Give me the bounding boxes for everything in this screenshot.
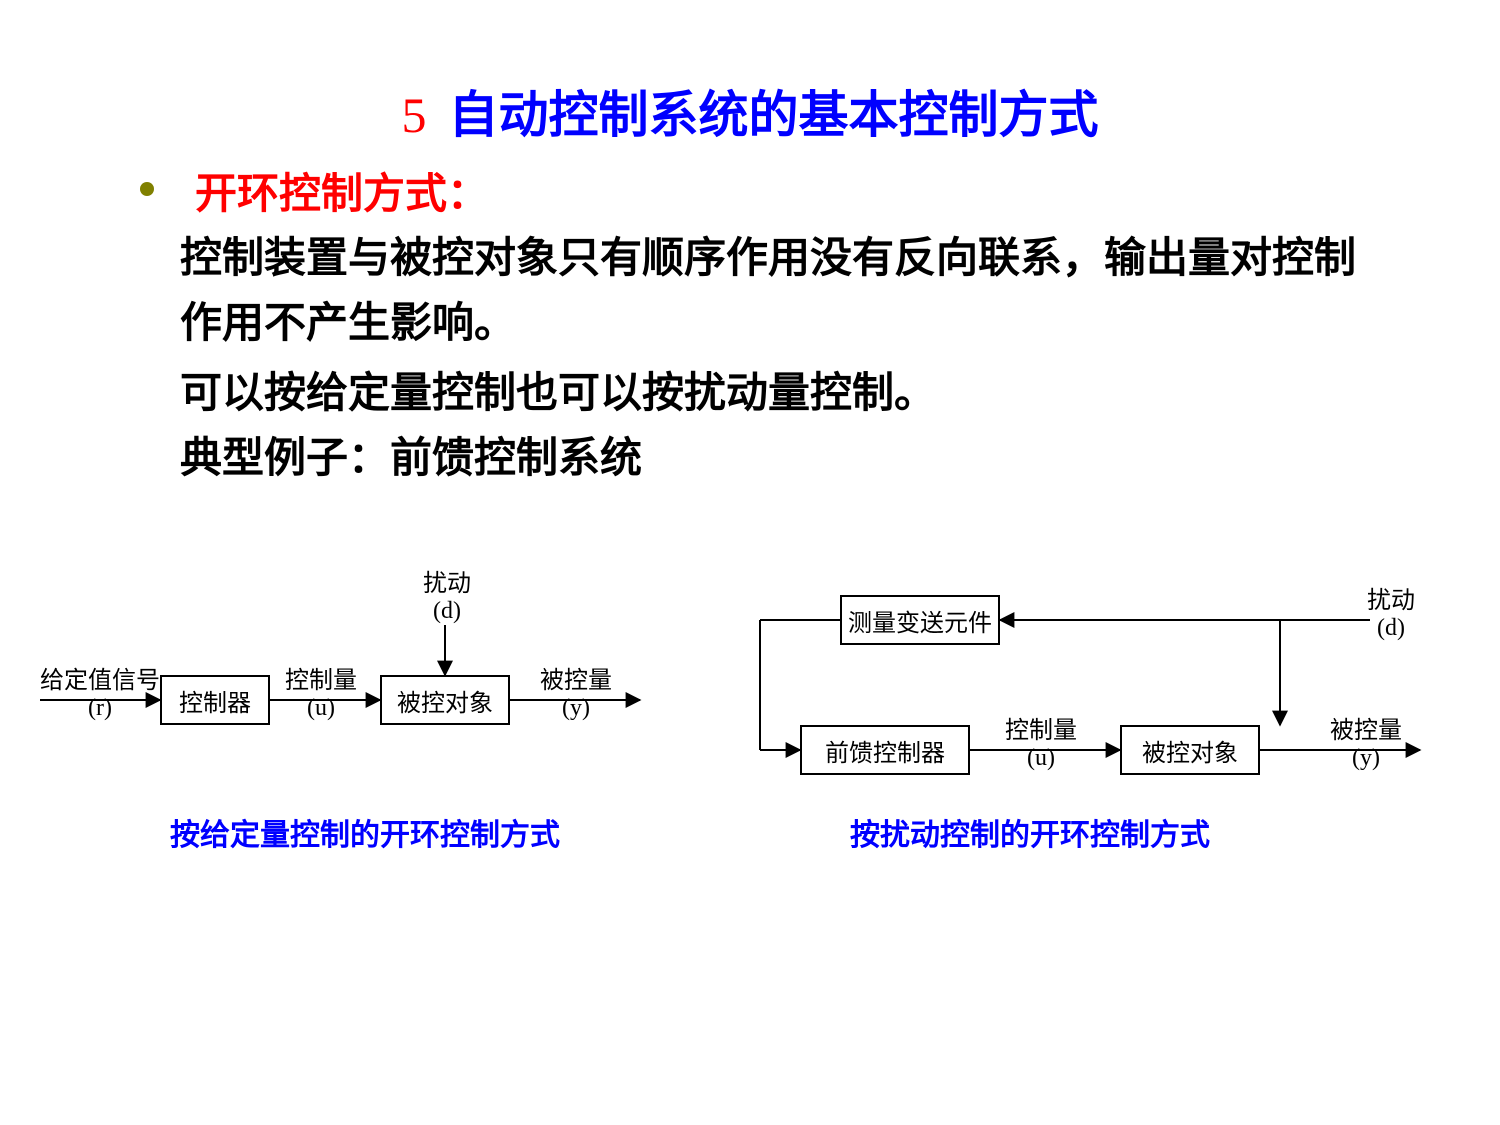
title-text: 自动控制系统的基本控制方式 [449,87,1099,143]
node-plant: 被控对象 [380,675,510,725]
label-control-u-r-top: 控制量 [1005,710,1077,745]
paragraph-2: 可以按给定量控制也可以按扰动量控制。 [180,360,936,425]
label-input-r-top: 给定值信号 [40,660,160,695]
label-control-u: 控制量 (u) [285,660,357,722]
paragraph-3: 典型例子：前馈控制系统 [180,425,642,490]
label-control-u-top: 控制量 [285,660,357,695]
diagrams-area: 给定值信号 (r) 控制器 控制量 (u) 被控对象 扰动 (d) 被控量 (y… [0,560,1500,960]
title-number: 5 [402,87,427,143]
node-plant-r: 被控对象 [1120,725,1260,775]
label-disturbance-d-bottom: (d) [423,598,471,625]
label-control-u-r: 控制量 (u) [1005,710,1077,772]
subhead-open-loop: 开环控制方式： [195,160,489,221]
label-output-y: 被控量 (y) [540,660,612,722]
label-input-r: 给定值信号 (r) [40,660,160,722]
label-disturbance-d-r: 扰动 (d) [1367,580,1415,642]
label-output-y-r: 被控量 (y) [1330,710,1402,772]
label-output-y-top: 被控量 [540,660,612,695]
label-output-y-r-bottom: (y) [1330,745,1402,772]
caption-right: 按扰动控制的开环控制方式 [850,810,1210,854]
label-disturbance-d-top: 扰动 [423,563,471,598]
label-control-u-r-bottom: (u) [1005,745,1077,772]
label-disturbance-d-r-top: 扰动 [1367,580,1415,615]
bullet-icon [140,182,154,196]
node-ff-controller: 前馈控制器 [800,725,970,775]
node-controller: 控制器 [160,675,270,725]
paragraph-1: 控制装置与被控对象只有顺序作用没有反向联系，输出量对控制作用不产生影响。 [180,225,1380,355]
label-output-y-r-top: 被控量 [1330,710,1402,745]
label-control-u-bottom: (u) [285,695,357,722]
slide-title: 5 自动控制系统的基本控制方式 [0,75,1500,147]
node-sensor: 测量变送元件 [840,595,1000,645]
caption-left: 按给定量控制的开环控制方式 [170,810,560,854]
label-disturbance-d-r-bottom: (d) [1367,615,1415,642]
label-input-r-bottom: (r) [40,695,160,722]
label-output-y-bottom: (y) [540,695,612,722]
label-disturbance-d: 扰动 (d) [423,563,471,625]
